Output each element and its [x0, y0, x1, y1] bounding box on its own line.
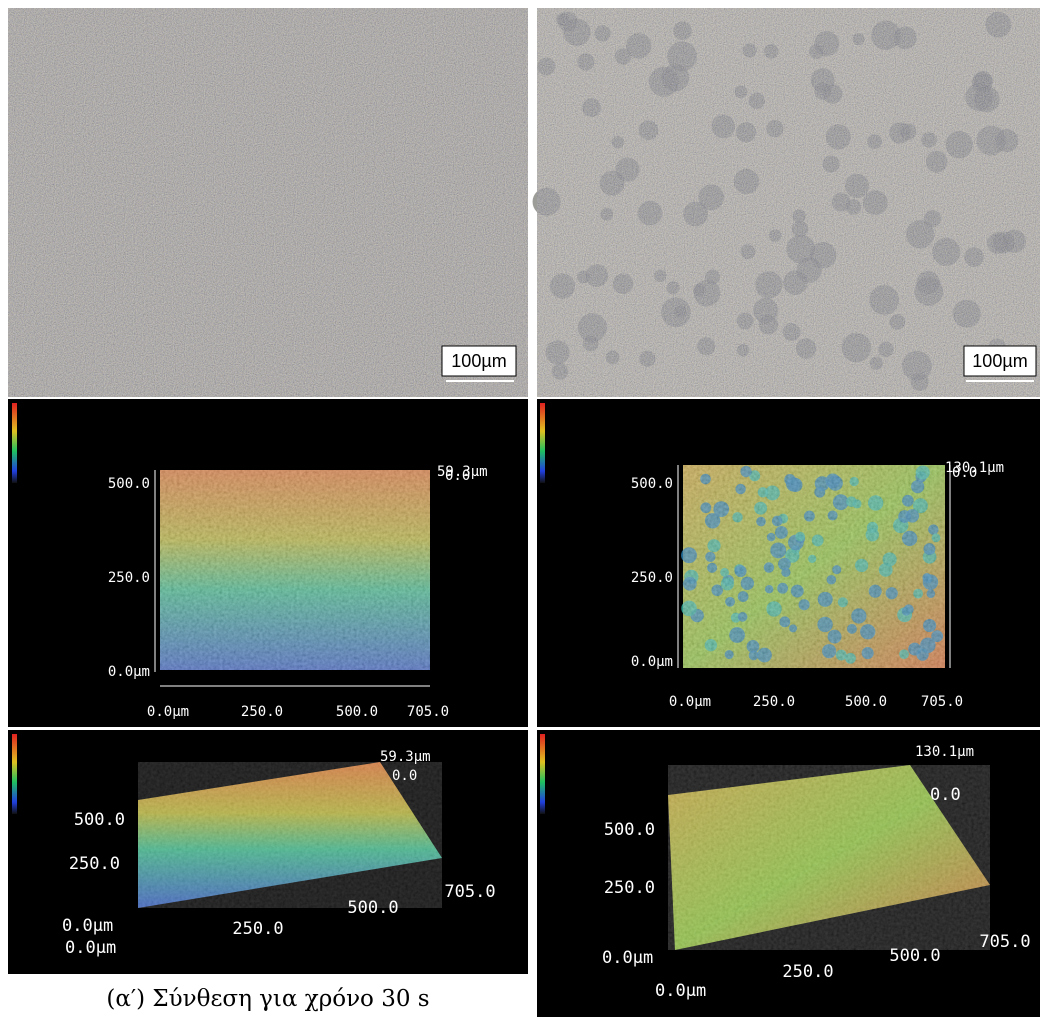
x-label: 250.0	[232, 919, 283, 939]
y-label: 0.0µm	[602, 948, 653, 968]
y-label: 500.0	[74, 810, 125, 830]
y-label: 250.0	[604, 878, 655, 898]
x-label: 500.0	[336, 704, 378, 720]
x-label: 500.0	[845, 694, 887, 710]
x-label: 0.0µm	[655, 981, 706, 1001]
height-map-left: 59.3µm 0.0 500.0 250.0 0.0µm 0.0µm 250.0…	[8, 399, 528, 727]
x-label: 250.0	[782, 962, 833, 982]
y-label: 250.0	[69, 854, 120, 874]
z-max-label: 130.1µm	[915, 744, 974, 760]
caption: (α′) Σύνθεση για χρόνο 30 s	[106, 986, 429, 1012]
x-label: 0.0µm	[147, 704, 189, 720]
view-3d-right: 130.1µm 0.0 500.0 250.0 0.0µm 0.0µm 250.…	[537, 730, 1040, 1017]
x-label: 0.0µm	[669, 694, 711, 710]
x-label: 250.0	[753, 694, 795, 710]
y-label: 250.0	[631, 570, 673, 586]
y-label: 500.0	[108, 476, 150, 492]
z-min-label: 0.0	[930, 785, 961, 805]
z-min-label: 0.0	[392, 768, 417, 784]
scale-bar-label: 100µm	[451, 351, 506, 371]
x-label: 500.0	[889, 946, 940, 966]
optical-left: 100µm	[8, 8, 528, 397]
y-label: 500.0	[631, 476, 673, 492]
x-label: 250.0	[241, 704, 283, 720]
y-label: 500.0	[604, 820, 655, 840]
scale-bar-label: 100µm	[972, 351, 1027, 371]
z-max-label: 59.3µm	[380, 749, 431, 765]
x-label: 705.0	[444, 882, 495, 902]
x-label: 705.0	[979, 932, 1030, 952]
x-label: 500.0	[347, 898, 398, 918]
y-label: 250.0	[108, 570, 150, 586]
height-map-right: 130.1µm 0.0 500.0 250.0 0.0µm 0.0µm 250.…	[537, 399, 1040, 727]
x-label: 705.0	[921, 694, 963, 710]
optical-right: 100µm	[533, 8, 1040, 397]
x-label: 705.0	[407, 704, 449, 720]
figure: 100µm 100µm 59.3µm 0.0 500.0 250.0 0.0µm…	[0, 0, 1044, 1019]
view-3d-left: 59.3µm 0.0 500.0 250.0 0.0µm 0.0µm 250.0…	[8, 730, 528, 974]
z-min-label: 0.0	[952, 465, 977, 481]
z-min-label: 0.0	[445, 468, 470, 484]
y-label: 0.0µm	[631, 654, 673, 670]
y-label: 0.0µm	[62, 916, 113, 936]
y-label: 0.0µm	[108, 664, 150, 680]
x-label: 0.0µm	[65, 938, 116, 958]
